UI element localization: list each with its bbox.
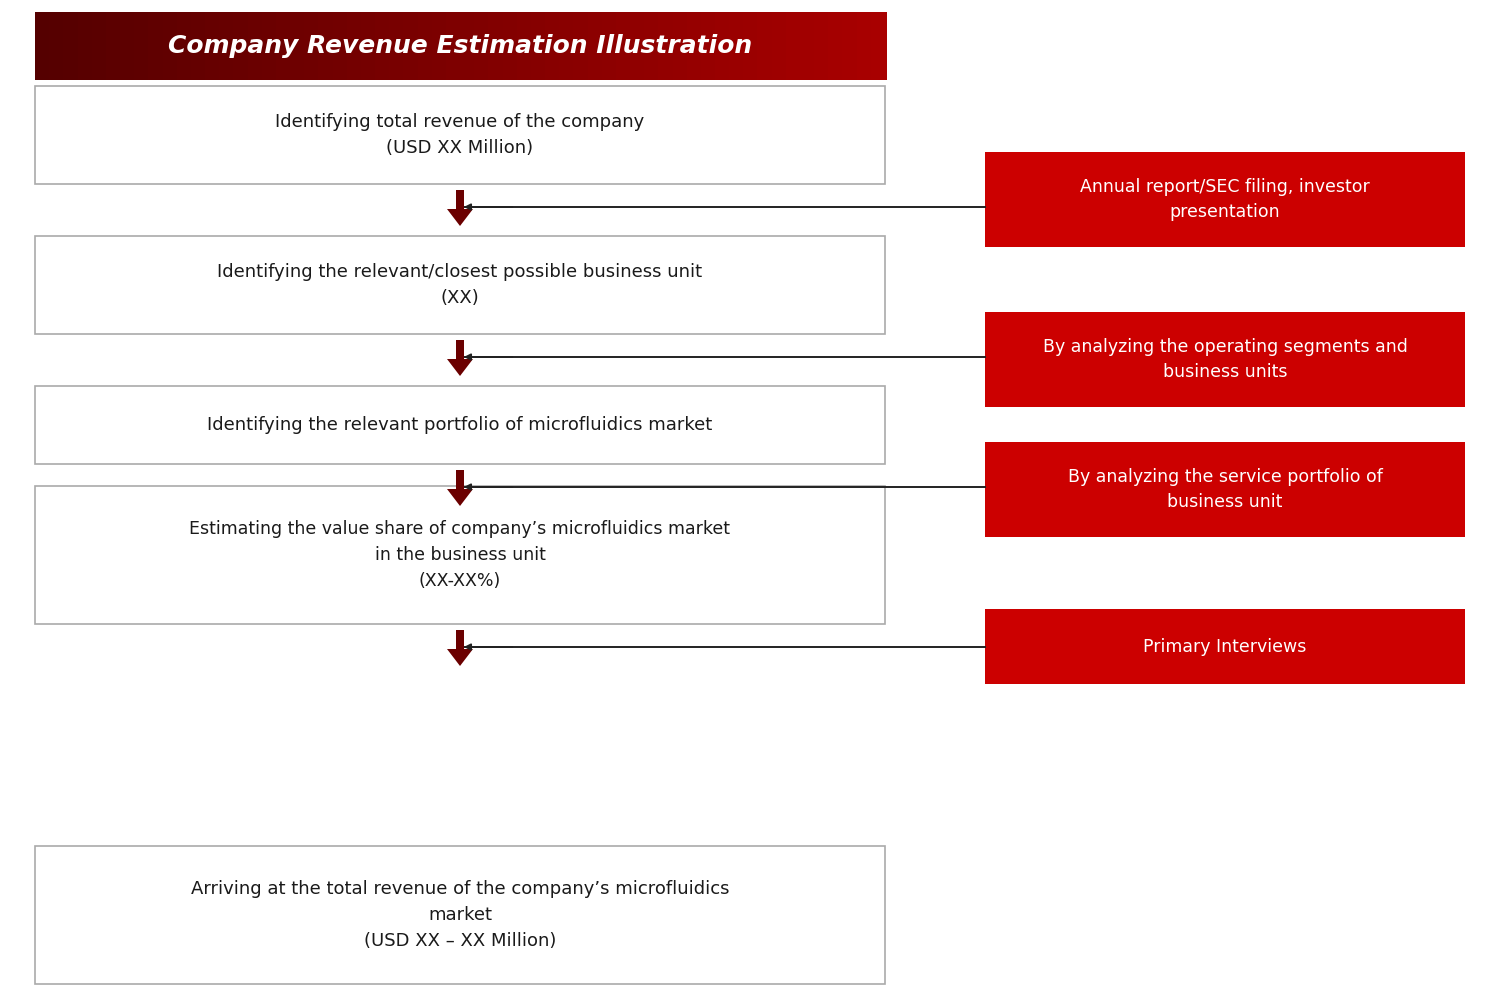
Bar <box>744 12 759 80</box>
Text: Company Revenue Estimation Illustration: Company Revenue Estimation Illustration <box>168 34 752 58</box>
Bar <box>362 12 376 80</box>
Bar <box>616 12 632 80</box>
Bar <box>318 12 334 80</box>
Bar <box>34 236 885 334</box>
Bar <box>92 12 108 80</box>
Bar <box>34 486 885 624</box>
Bar <box>417 12 434 80</box>
Bar <box>644 12 660 80</box>
Bar <box>758 12 774 80</box>
Bar <box>248 12 264 80</box>
Bar <box>815 12 831 80</box>
Bar <box>34 12 51 80</box>
Bar <box>456 340 464 359</box>
Text: By analyzing the service portfolio of
business unit: By analyzing the service portfolio of bu… <box>1068 468 1383 511</box>
Polygon shape <box>447 649 472 666</box>
Bar <box>630 12 646 80</box>
Bar <box>503 12 519 80</box>
Bar <box>489 12 504 80</box>
Text: Primary Interviews: Primary Interviews <box>1143 637 1306 655</box>
Bar <box>34 86 885 184</box>
Bar <box>456 470 464 489</box>
Bar <box>588 12 603 80</box>
Bar <box>456 190 464 209</box>
Text: Identifying the relevant portfolio of microfluidics market: Identifying the relevant portfolio of mi… <box>207 416 712 434</box>
Bar <box>388 12 405 80</box>
Bar <box>828 12 844 80</box>
Bar <box>78 12 93 80</box>
Bar <box>261 12 278 80</box>
Text: Identifying total revenue of the company
(USD XX Million): Identifying total revenue of the company… <box>276 113 645 157</box>
Bar <box>120 12 136 80</box>
Bar <box>700 12 717 80</box>
Bar <box>516 12 532 80</box>
Bar <box>276 12 292 80</box>
Text: Arriving at the total revenue of the company’s microfluidics
market
(USD XX – XX: Arriving at the total revenue of the com… <box>190 880 729 951</box>
Bar <box>432 12 448 80</box>
Bar <box>148 12 165 80</box>
Bar <box>843 12 858 80</box>
Bar <box>687 12 703 80</box>
Bar <box>986 152 1466 247</box>
Bar <box>856 12 873 80</box>
Bar <box>871 12 886 80</box>
Bar <box>34 386 885 464</box>
Bar <box>560 12 576 80</box>
Text: Estimating the value share of company’s microfluidics market
in the business uni: Estimating the value share of company’s … <box>189 520 730 590</box>
Bar <box>986 609 1466 684</box>
Bar <box>658 12 675 80</box>
Bar <box>290 12 306 80</box>
Bar <box>602 12 618 80</box>
Bar <box>177 12 194 80</box>
Polygon shape <box>447 359 472 376</box>
Bar <box>63 12 80 80</box>
Bar <box>986 442 1466 537</box>
Text: Identifying the relevant/closest possible business unit
(XX): Identifying the relevant/closest possibl… <box>217 263 702 308</box>
Bar <box>729 12 746 80</box>
Text: Annual report/SEC filing, investor
presentation: Annual report/SEC filing, investor prese… <box>1080 178 1370 221</box>
Bar <box>460 12 476 80</box>
Bar <box>446 12 462 80</box>
Bar <box>190 12 207 80</box>
Bar <box>771 12 788 80</box>
Bar <box>50 12 66 80</box>
Bar <box>800 12 816 80</box>
Polygon shape <box>447 489 472 506</box>
Bar <box>346 12 363 80</box>
Bar <box>986 312 1466 407</box>
Bar <box>304 12 321 80</box>
Bar <box>34 846 885 984</box>
Bar <box>716 12 730 80</box>
Polygon shape <box>447 209 472 226</box>
Bar <box>333 12 348 80</box>
Bar <box>786 12 802 80</box>
Bar <box>206 12 220 80</box>
Text: By analyzing the operating segments and
business units: By analyzing the operating segments and … <box>1042 338 1407 381</box>
Bar <box>544 12 561 80</box>
Bar <box>573 12 590 80</box>
Bar <box>531 12 548 80</box>
Bar <box>219 12 236 80</box>
Bar <box>456 630 464 649</box>
Bar <box>404 12 420 80</box>
Bar <box>672 12 688 80</box>
Bar <box>375 12 392 80</box>
Bar <box>234 12 249 80</box>
Bar <box>162 12 178 80</box>
Bar <box>106 12 122 80</box>
Bar <box>474 12 490 80</box>
Bar <box>134 12 150 80</box>
